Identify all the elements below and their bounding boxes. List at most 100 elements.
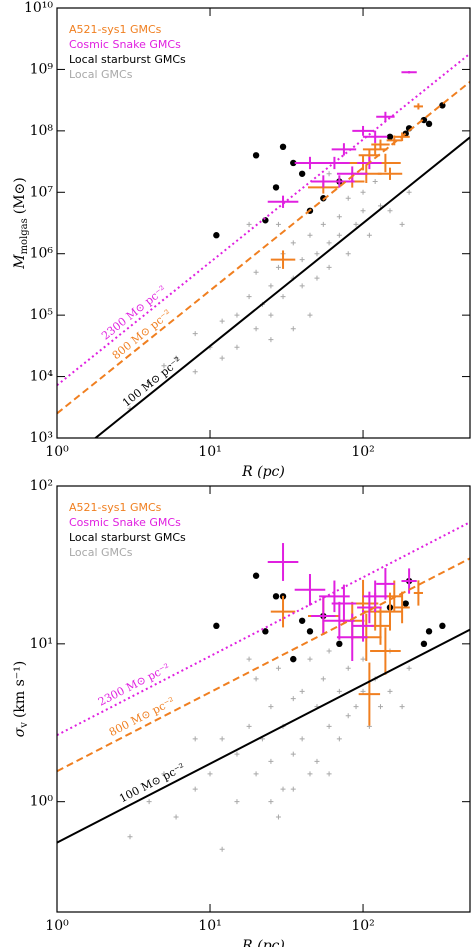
point [399,221,405,227]
point [326,723,332,729]
point [298,617,306,624]
y-label-sub: molgas [19,218,30,254]
point [360,189,366,195]
point [272,593,280,600]
point [326,240,332,246]
line-label: 800 M⊙ pc⁻² [107,695,177,739]
point [307,656,313,662]
point [345,251,351,257]
legend-entry: Local starburst GMCs [69,53,186,66]
x-tick-label: 10⁰ [45,918,69,934]
point [268,758,274,764]
y-label-symbol: σ [12,727,28,737]
point [246,656,252,662]
point [192,331,198,337]
point [406,665,412,671]
point [372,178,378,184]
point [326,264,332,270]
point [360,208,366,214]
point [219,355,225,361]
point [406,189,412,195]
y-axis-label: Mmolgas (M⊙) [12,177,30,270]
point [192,736,198,742]
y-tick-label: 10¹⁰ [24,0,53,16]
point [280,294,286,300]
plot-area [57,52,470,438]
axes-frame [56,7,471,439]
legend-entry: Cosmic Snake GMCs [69,38,181,51]
point [306,628,314,635]
point [275,665,281,671]
point [262,628,269,635]
point [234,751,240,757]
y-tick-label: 10⁴ [30,369,54,385]
legend-entry: Local starburst GMCs [69,531,186,544]
point [307,232,313,238]
point [268,704,274,710]
point [425,628,433,635]
x-tick-label: 10¹ [198,444,221,460]
x-tick-label: 10⁰ [45,444,69,460]
point [268,283,274,289]
point [219,736,225,742]
point [420,116,428,124]
reference-line [93,136,470,438]
plot-area [57,521,470,852]
point [320,195,327,202]
point [275,814,281,820]
point [252,572,260,579]
x-axis-label: R (pc) [241,938,285,947]
point [280,786,286,792]
point [299,257,305,263]
point [345,195,351,201]
point [420,640,428,648]
line-label: 100 M⊙ pc⁻² [120,354,184,409]
point [262,217,269,224]
point [336,214,342,220]
point [192,786,198,792]
legend-entry: Local GMCs [69,546,133,559]
point [146,380,152,386]
point [345,713,351,719]
point [234,344,240,350]
point [268,312,274,318]
point [353,704,359,710]
point [320,221,326,227]
point [402,600,409,607]
point [213,622,220,630]
point [268,337,274,343]
point [161,771,167,777]
x-tick-label: 10² [351,918,374,934]
point [336,688,342,694]
point [314,275,320,281]
point [314,251,320,257]
point [366,232,372,238]
point [307,312,313,318]
legend-entry: A521-sys1 GMCs [69,501,162,514]
point [307,771,313,777]
line-label: 100 M⊙ pc⁻² [117,761,187,806]
point [345,665,351,671]
point [360,688,366,694]
legend-entry: Cosmic Snake GMCs [69,516,181,529]
reference-line [57,52,470,387]
point [336,640,343,648]
y-label-symbol: M [12,254,28,270]
point [314,758,320,764]
point [246,294,252,300]
point [290,326,296,332]
point [360,656,366,662]
point [290,240,296,246]
reference-line [57,628,470,844]
point [279,143,287,151]
point [173,355,179,361]
point [127,834,133,840]
point [326,171,332,177]
point [290,786,296,792]
y-tick-label: 10¹ [30,636,53,652]
point [161,363,167,369]
point [377,704,383,710]
point [299,736,305,742]
reference-line [57,557,470,773]
